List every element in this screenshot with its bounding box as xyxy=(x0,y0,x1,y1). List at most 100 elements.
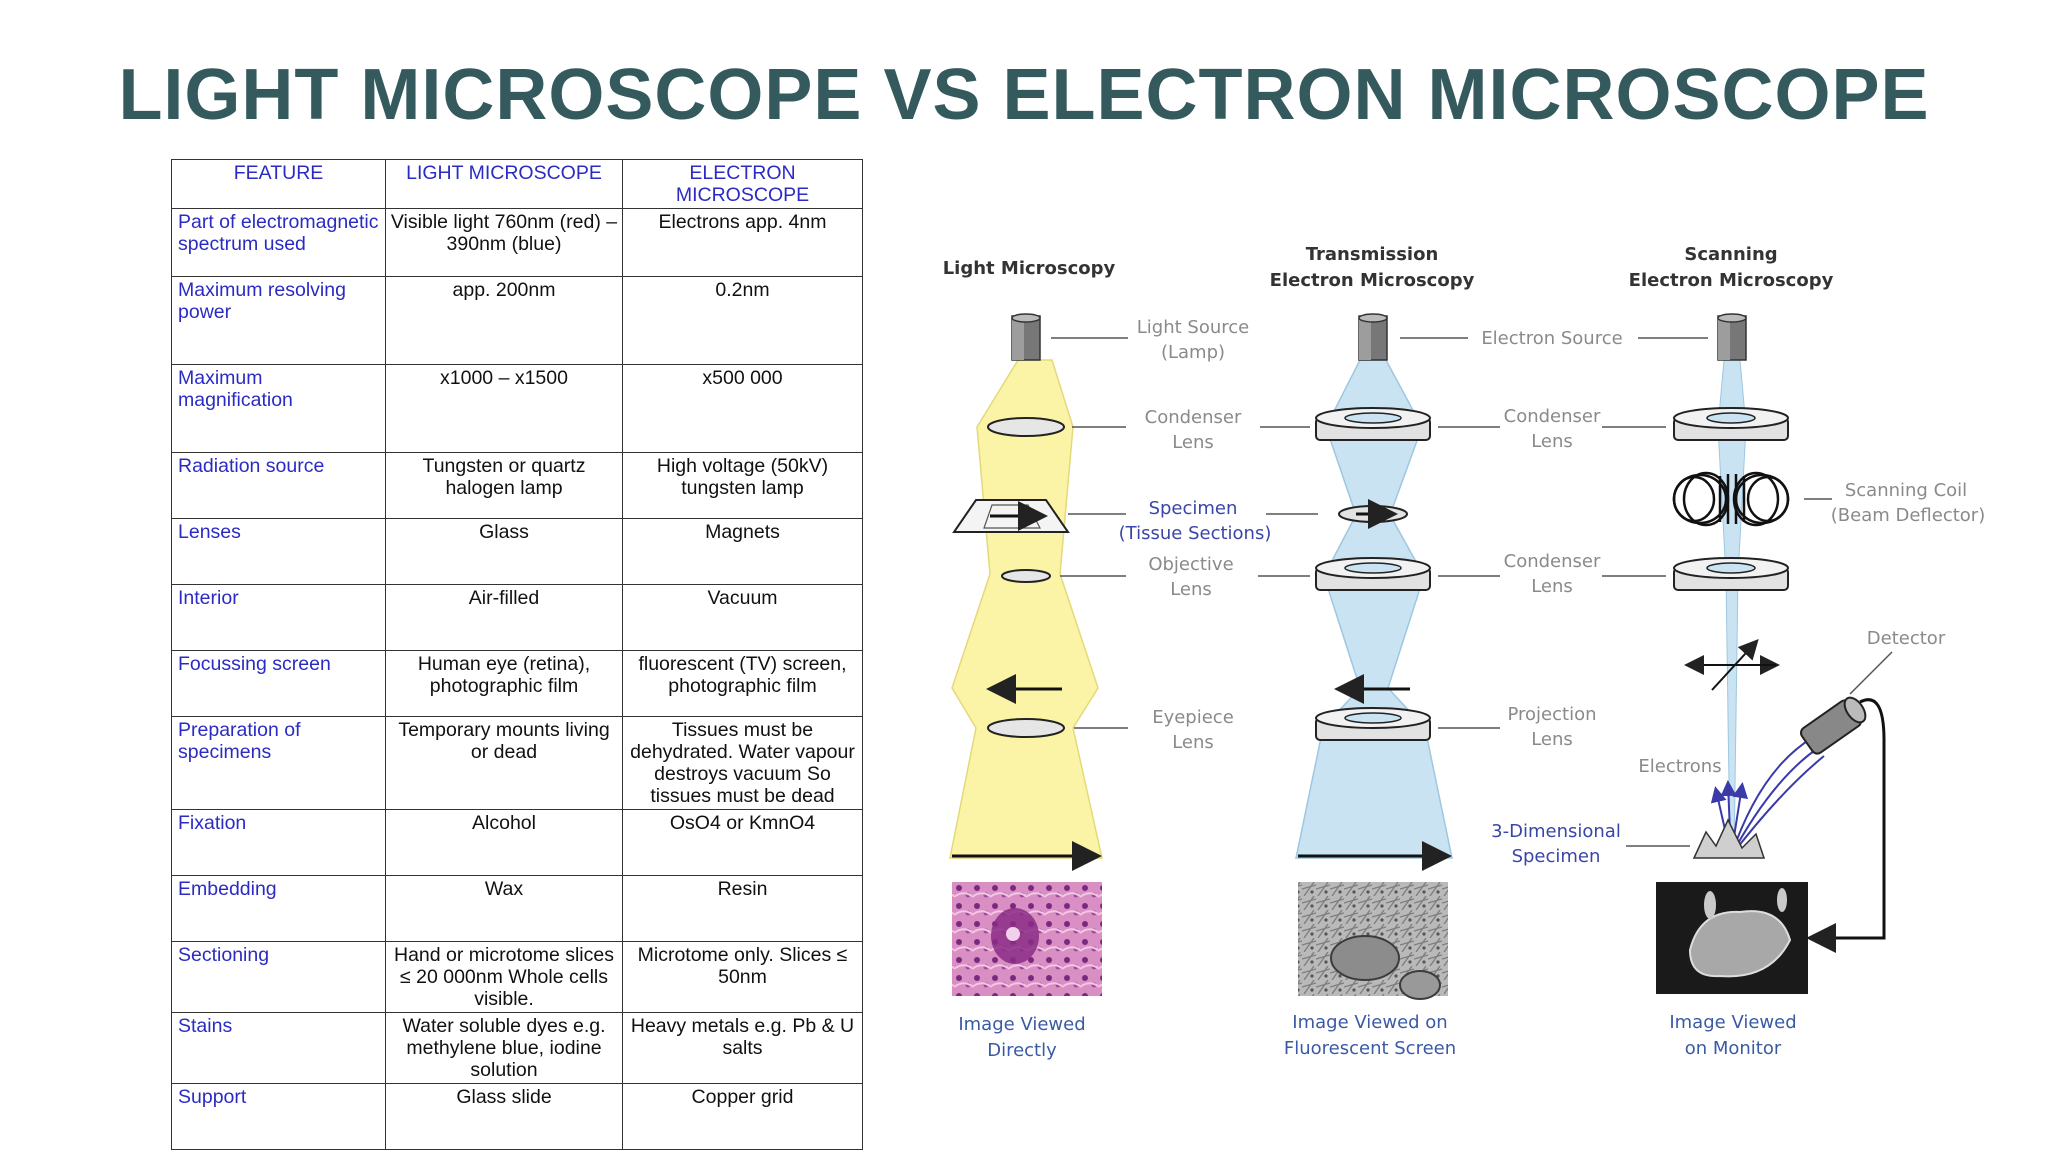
light-cell: app. 200nm xyxy=(385,276,623,365)
table-row: Maximum magnification x1000 – x1500 x500… xyxy=(171,364,863,453)
tem-condenser-sublabel: Lens xyxy=(1531,431,1573,452)
table-row: Maximum resolving power app. 200nm 0.2nm xyxy=(171,276,863,365)
tem-column: Transmission Electron Microscopy xyxy=(1270,244,1475,1059)
magnetic-projection-lens-icon xyxy=(1315,707,1431,741)
electron-cell: Copper grid xyxy=(622,1083,863,1150)
sem-condenser-label: Condenser xyxy=(1504,551,1601,572)
eyepiece-lens-icon xyxy=(987,718,1065,738)
electron-cell: x500 000 xyxy=(622,364,863,453)
sem-caption-line1: Image Viewed xyxy=(1669,1012,1796,1033)
detector-icon xyxy=(1799,696,1867,755)
tem-title-line1: Transmission xyxy=(1306,244,1439,265)
feature-cell: Part of electromagnetic spectrum used xyxy=(171,208,386,277)
condenser-lens-icon xyxy=(987,417,1065,437)
page-title: LIGHT MICROSCOPE VS ELECTRON MICROSCOPE xyxy=(118,55,1930,135)
sem-condenser-sublabel: Lens xyxy=(1531,576,1573,597)
specimen-sublabel: (Tissue Sections) xyxy=(1119,523,1272,544)
scanning-coil-label: Scanning Coil xyxy=(1845,480,1967,501)
table-row: Fixation Alcohol OsO4 or KmnO4 xyxy=(171,809,863,876)
electron-source-label: Electron Source xyxy=(1481,328,1622,349)
3d-specimen-icon xyxy=(1692,818,1766,859)
feature-cell: Maximum magnification xyxy=(171,364,386,453)
light-microscopy-title: Light Microscopy xyxy=(943,258,1116,279)
eyepiece-sublabel: Lens xyxy=(1172,732,1214,753)
header-feature: FEATURE xyxy=(171,159,386,209)
header-light-microscope: LIGHT MICROSCOPE xyxy=(385,159,623,209)
light-cell: x1000 – x1500 xyxy=(385,364,623,453)
table-header-row: FEATURE LIGHT MICROSCOPE ELECTRON MICROS… xyxy=(171,159,863,209)
objective-lens-icon xyxy=(1001,569,1051,583)
light-cell: Glass slide xyxy=(385,1083,623,1150)
light-cell: Human eye (retina), photographic film xyxy=(385,650,623,717)
header-electron-microscope: ELECTRON MICROSCOPE xyxy=(622,159,863,209)
light-microscopy-column: Light Microscopy Image Viewed Directly xyxy=(943,258,1116,1061)
tem-caption-line2: Fluorescent Screen xyxy=(1284,1038,1456,1059)
scanning-coil-sublabel: (Beam Deflector) xyxy=(1831,505,1985,526)
electron-cell: 0.2nm xyxy=(622,276,863,365)
table-row: Support Glass slide Copper grid xyxy=(171,1083,863,1150)
objective-label: Objective xyxy=(1148,554,1233,575)
electron-source-icon xyxy=(1358,313,1388,361)
specimen-label: Specimen xyxy=(1149,498,1238,519)
right-labels: Electron Source Condenser Lens Condenser… xyxy=(1400,328,1708,750)
tem-specimen-icon xyxy=(1338,499,1408,529)
electron-cell: Tissues must be dehydrated. Water vapour… xyxy=(622,716,863,810)
electron-cell: Resin xyxy=(622,875,863,942)
objective-sublabel: Lens xyxy=(1170,579,1212,600)
light-source-label: Light Source xyxy=(1137,317,1249,338)
table-row: Sectioning Hand or microtome slices ≤ 20… xyxy=(171,941,863,1013)
table-row: Focussing screen Human eye (retina), pho… xyxy=(171,650,863,717)
magnetic-condenser-lens-icon xyxy=(1315,407,1431,441)
light-source-sublabel: (Lamp) xyxy=(1161,342,1225,363)
monitor-cable xyxy=(1806,698,1886,953)
tem-title-line2: Electron Microscopy xyxy=(1270,270,1475,291)
light-cell: Tungsten or quartz halogen lamp xyxy=(385,452,623,519)
condenser-sublabel: Lens xyxy=(1172,432,1214,453)
electron-cell: Heavy metals e.g. Pb & U salts xyxy=(622,1012,863,1084)
sem-column: Scanning Electron Microscopy xyxy=(1629,244,1893,1059)
projection-label: Projection xyxy=(1507,704,1596,725)
lamp-icon xyxy=(1011,313,1041,361)
feature-cell: Sectioning xyxy=(171,941,386,1013)
electrons-label: Electrons xyxy=(1638,756,1721,777)
sem-condenser-lens-icon xyxy=(1673,407,1789,441)
light-caption-line2: Directly xyxy=(987,1040,1057,1061)
electron-cell: Magnets xyxy=(622,518,863,585)
tem-caption-line1: Image Viewed on xyxy=(1292,1012,1447,1033)
table-row: Lenses Glass Magnets xyxy=(171,518,863,585)
sem-title-line1: Scanning xyxy=(1684,244,1777,265)
eyepiece-label: Eyepiece xyxy=(1152,707,1234,728)
electron-cell: High voltage (50kV) tungsten lamp xyxy=(622,452,863,519)
electron-cell: Microtome only. Slices ≤ 50nm xyxy=(622,941,863,1013)
feature-cell: Embedding xyxy=(171,875,386,942)
electron-cell: Vacuum xyxy=(622,584,863,651)
feature-cell: Focussing screen xyxy=(171,650,386,717)
feature-cell: Lenses xyxy=(171,518,386,585)
feature-cell: Preparation of specimens xyxy=(171,716,386,810)
3d-specimen-sublabel: Specimen xyxy=(1512,846,1601,867)
sem-title-line2: Electron Microscopy xyxy=(1629,270,1834,291)
sem-caption-line2: on Monitor xyxy=(1685,1038,1782,1059)
light-cell: Glass xyxy=(385,518,623,585)
electron-cell: OsO4 or KmnO4 xyxy=(622,809,863,876)
sem-electron-source-icon xyxy=(1717,313,1747,361)
sem-labels: Scanning Coil (Beam Deflector) Detector … xyxy=(1491,480,1985,867)
projection-sublabel: Lens xyxy=(1531,729,1573,750)
sem-condenser-lens-lower-icon xyxy=(1673,557,1789,591)
electron-cell: fluorescent (TV) screen, photographic fi… xyxy=(622,650,863,717)
condenser-label: Condenser xyxy=(1145,407,1242,428)
detector-label: Detector xyxy=(1867,628,1946,649)
light-cell: Visible light 760nm (red) – 390nm (blue) xyxy=(385,208,623,277)
comparison-table: FEATURE LIGHT MICROSCOPE ELECTRON MICROS… xyxy=(171,159,863,1150)
table-row: Stains Water soluble dyes e.g. methylene… xyxy=(171,1012,863,1084)
feature-cell: Fixation xyxy=(171,809,386,876)
light-caption-line1: Image Viewed xyxy=(958,1014,1085,1035)
middle-labels: Light Source (Lamp) Condenser Lens Speci… xyxy=(1051,317,1318,753)
feature-cell: Support xyxy=(171,1083,386,1150)
scan-direction-icon xyxy=(1684,639,1780,691)
specimen-slide-icon xyxy=(952,499,1070,533)
magnetic-objective-lens-icon xyxy=(1315,557,1431,591)
light-cell: Air-filled xyxy=(385,584,623,651)
light-cell: Hand or microtome slices ≤ 20 000nm Whol… xyxy=(385,941,623,1013)
